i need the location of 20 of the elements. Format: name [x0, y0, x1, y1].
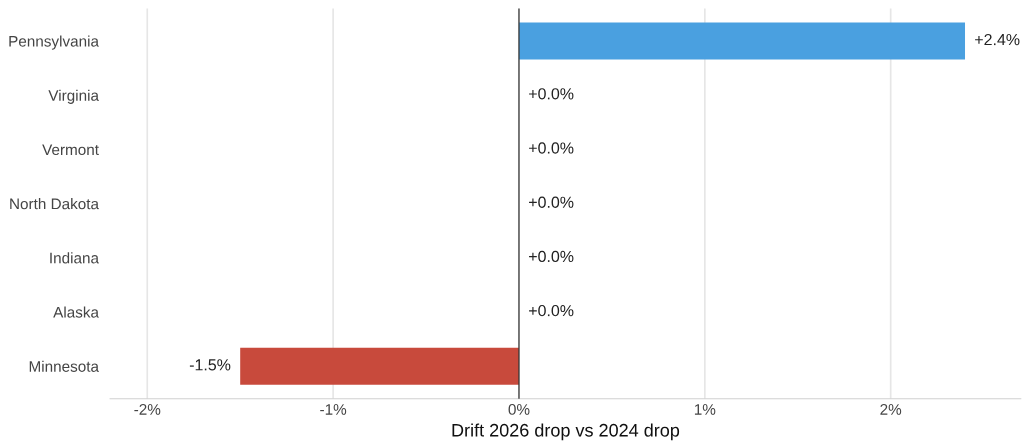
- data-label: +0.0%: [529, 142, 574, 154]
- data-label: +2.4%: [975, 33, 1020, 46]
- x-tick-label: 1%: [694, 404, 716, 415]
- y-tick-label: Virginia: [48, 89, 99, 104]
- y-tick-label: Indiana: [50, 252, 99, 264]
- data-label: +0.0%: [529, 196, 574, 208]
- y-tick-label: Alaska: [53, 306, 99, 318]
- y-tick-label: Pennsylvania: [9, 35, 99, 50]
- data-label: -1.5%: [189, 359, 231, 371]
- y-tick-label: North Dakota: [10, 198, 99, 210]
- y-tick-label: Minnesota: [29, 360, 99, 372]
- data-label: +0.0%: [529, 88, 574, 100]
- x-axis-title: Drift 2026 drop vs 2024 drop: [452, 423, 680, 441]
- data-label: +0.0%: [529, 250, 574, 263]
- y-tick-label: Vermont: [42, 144, 99, 156]
- x-tick-label: 2%: [880, 403, 902, 415]
- x-tick-label: 0%: [508, 403, 530, 415]
- x-tick-label: -2%: [134, 403, 161, 415]
- x-tick-label: -1%: [320, 404, 347, 415]
- data-label: +0.0%: [529, 304, 574, 317]
